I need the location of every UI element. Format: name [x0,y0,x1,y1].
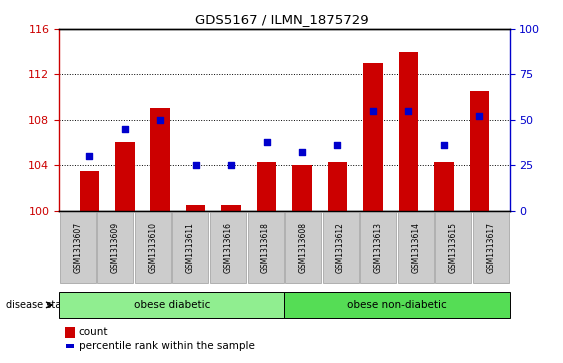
Bar [399,52,418,211]
Point [475,113,484,119]
Bar [328,162,347,211]
Text: GSM1313615: GSM1313615 [449,222,458,273]
Bar [150,109,170,211]
Point [297,150,306,155]
Text: GSM1313608: GSM1313608 [298,222,307,273]
Bar [257,162,276,211]
Point [404,108,413,114]
Bar [363,63,383,211]
Text: GSM1313617: GSM1313617 [486,222,495,273]
Bar [292,165,312,211]
Point [368,108,377,114]
Bar [434,162,454,211]
Point [333,142,342,148]
Bar [115,142,135,211]
Point [262,139,271,144]
Bar [186,205,205,211]
Bar [470,91,489,211]
Point [227,162,236,168]
Text: GSM1313618: GSM1313618 [261,222,270,273]
Text: GSM1313609: GSM1313609 [111,222,120,273]
Point [85,153,94,159]
Text: GSM1313610: GSM1313610 [149,222,158,273]
Text: GSM1313607: GSM1313607 [73,222,82,273]
Text: GSM1313611: GSM1313611 [186,222,195,273]
Text: obese diabetic: obese diabetic [133,300,210,310]
Text: GSM1313612: GSM1313612 [336,222,345,273]
Text: count: count [79,327,108,337]
Text: percentile rank within the sample: percentile rank within the sample [79,341,254,351]
Bar [221,205,241,211]
Text: GSM1313613: GSM1313613 [374,222,383,273]
Text: obese non-diabetic: obese non-diabetic [347,300,447,310]
Point [191,162,200,168]
Point [439,142,448,148]
Bar [79,171,99,211]
Text: GSM1313616: GSM1313616 [224,222,233,273]
Text: disease state: disease state [6,300,71,310]
Point [156,117,165,123]
Text: GSM1313614: GSM1313614 [411,222,420,273]
Text: GDS5167 / ILMN_1875729: GDS5167 / ILMN_1875729 [195,13,368,26]
Point [120,126,129,132]
